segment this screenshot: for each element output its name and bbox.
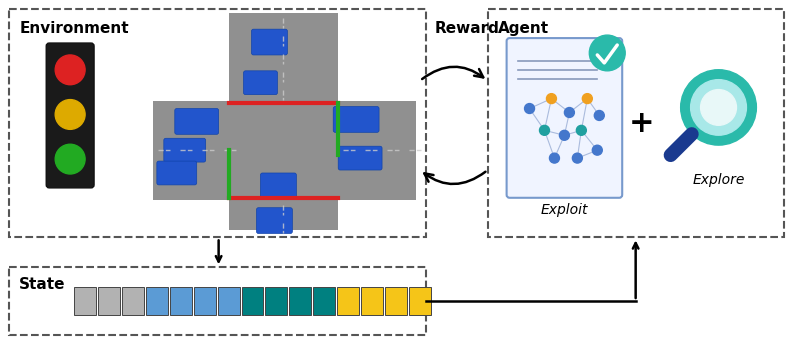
- FancyArrowPatch shape: [424, 172, 485, 184]
- FancyBboxPatch shape: [98, 287, 120, 315]
- FancyBboxPatch shape: [313, 287, 335, 315]
- FancyArrowPatch shape: [422, 67, 483, 79]
- Text: Agent: Agent: [498, 21, 549, 36]
- FancyBboxPatch shape: [333, 107, 379, 132]
- Circle shape: [577, 125, 586, 135]
- Circle shape: [691, 80, 746, 135]
- Text: State: State: [19, 277, 66, 292]
- FancyBboxPatch shape: [507, 38, 623, 198]
- Text: Reward: Reward: [435, 21, 500, 36]
- FancyBboxPatch shape: [242, 287, 263, 315]
- Circle shape: [56, 144, 85, 174]
- Circle shape: [582, 94, 592, 104]
- FancyBboxPatch shape: [122, 287, 144, 315]
- Circle shape: [592, 145, 602, 155]
- Circle shape: [700, 89, 737, 125]
- Text: Explore: Explore: [692, 173, 745, 187]
- Circle shape: [56, 55, 85, 85]
- FancyBboxPatch shape: [289, 287, 312, 315]
- Circle shape: [539, 125, 550, 135]
- Circle shape: [589, 35, 625, 71]
- FancyBboxPatch shape: [74, 287, 96, 315]
- Circle shape: [524, 104, 534, 114]
- FancyBboxPatch shape: [337, 287, 359, 315]
- FancyBboxPatch shape: [260, 173, 297, 199]
- FancyBboxPatch shape: [174, 108, 219, 134]
- Text: +: +: [629, 109, 654, 138]
- Circle shape: [546, 94, 557, 104]
- Circle shape: [559, 130, 569, 140]
- FancyBboxPatch shape: [164, 138, 205, 162]
- FancyBboxPatch shape: [146, 287, 168, 315]
- Circle shape: [594, 110, 604, 120]
- FancyBboxPatch shape: [251, 29, 287, 55]
- FancyBboxPatch shape: [361, 287, 383, 315]
- FancyBboxPatch shape: [157, 161, 197, 185]
- FancyBboxPatch shape: [266, 287, 287, 315]
- Circle shape: [680, 70, 757, 145]
- FancyBboxPatch shape: [217, 287, 239, 315]
- Circle shape: [573, 153, 582, 163]
- FancyBboxPatch shape: [193, 287, 216, 315]
- Circle shape: [550, 153, 559, 163]
- FancyBboxPatch shape: [153, 100, 416, 200]
- Text: Environment: Environment: [19, 21, 129, 36]
- FancyBboxPatch shape: [170, 287, 192, 315]
- Text: Exploit: Exploit: [541, 203, 588, 217]
- Circle shape: [565, 108, 574, 117]
- FancyBboxPatch shape: [338, 146, 382, 170]
- FancyBboxPatch shape: [409, 287, 431, 315]
- FancyBboxPatch shape: [228, 13, 338, 229]
- FancyBboxPatch shape: [46, 43, 94, 188]
- FancyBboxPatch shape: [256, 208, 293, 234]
- Circle shape: [56, 100, 85, 129]
- FancyBboxPatch shape: [385, 287, 407, 315]
- FancyBboxPatch shape: [243, 71, 278, 95]
